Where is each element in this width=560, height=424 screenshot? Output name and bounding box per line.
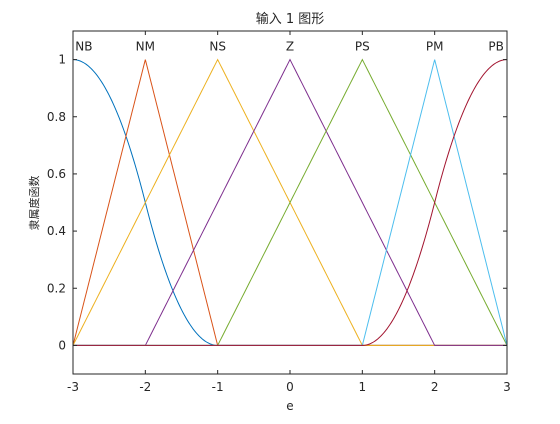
mf-label-layer: NB NM NS Z PS PM PB (75, 40, 504, 54)
x-axis-label: e (286, 399, 293, 413)
mf-label-nm: NM (136, 40, 155, 54)
y-tick-label: 0.2 (47, 281, 66, 295)
x-tick-label: 1 (359, 380, 367, 394)
y-tick-label: 0.8 (47, 110, 66, 124)
x-tick-label: 2 (431, 380, 439, 394)
x-tick-label: -2 (139, 380, 151, 394)
mf-label-z: Z (286, 40, 294, 54)
tick-layer: -3 -2 -1 0 1 2 3 0 0.2 0.4 0.6 0.8 1 (47, 31, 511, 394)
y-tick-label: 1 (58, 53, 66, 67)
mf-label-pb: PB (488, 40, 503, 54)
chart-title: 输入 1 图形 (256, 11, 325, 27)
mf-label-pm: PM (426, 40, 444, 54)
series-layer (72, 58, 508, 346)
x-tick-label: 0 (286, 380, 294, 394)
y-tick-label: 0 (58, 338, 66, 352)
y-axis-label: 隶属度函数 (27, 176, 41, 231)
mf-curve-pb (73, 59, 508, 346)
mf-label-ps: PS (355, 40, 370, 54)
x-tick-label: -1 (212, 380, 224, 394)
mf-label-ns: NS (209, 40, 226, 54)
y-tick-label: 0.4 (47, 224, 66, 238)
x-tick-label: 3 (503, 380, 511, 394)
y-tick-label: 0.6 (47, 167, 66, 181)
mf-label-nb: NB (75, 40, 92, 54)
x-tick-label: -3 (67, 380, 79, 394)
plot-frame (72, 30, 508, 375)
